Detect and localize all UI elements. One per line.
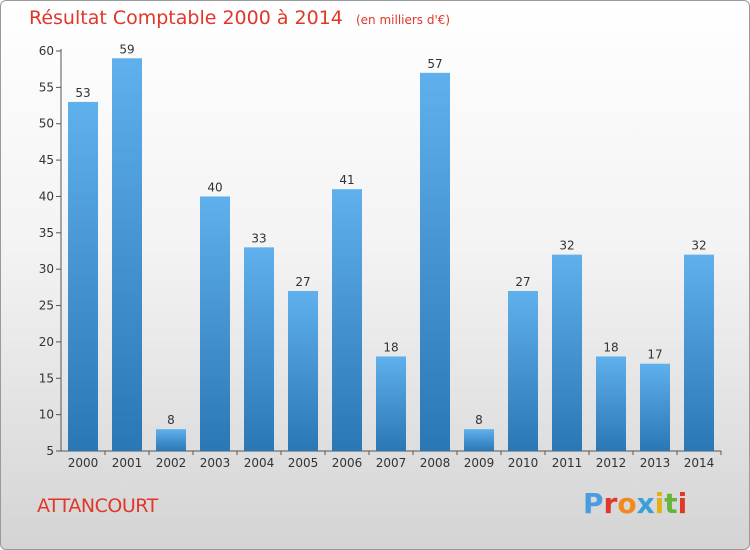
bar (244, 247, 274, 451)
logo-letter: P (583, 487, 604, 520)
x-tick-label: 2000 (68, 456, 99, 470)
x-tick-label: 2004 (244, 456, 275, 470)
bar (464, 429, 494, 451)
chart-title: Résultat Comptable 2000 à 2014 (en milli… (29, 7, 450, 29)
bar (200, 196, 230, 451)
bar (376, 356, 406, 451)
bar (640, 363, 670, 451)
bar (288, 291, 318, 451)
x-tick-label: 2005 (288, 456, 319, 470)
title-unit: (en milliers d'€) (355, 13, 451, 27)
bar (156, 429, 186, 451)
logo-letter: r (603, 487, 618, 520)
y-tick-label: 60 (39, 44, 54, 58)
y-tick-label: 15 (39, 371, 54, 385)
bar (420, 72, 450, 452)
logo-letter: t (664, 487, 678, 520)
y-tick-label: 5 (46, 444, 54, 458)
x-tick-label: 2007 (376, 456, 407, 470)
logo-letter: i (654, 487, 665, 520)
bar-value-label: 32 (559, 239, 574, 253)
x-tick-label: 2010 (508, 456, 539, 470)
x-tick-label: 2003 (200, 456, 231, 470)
bar-value-label: 32 (691, 239, 706, 253)
x-tick-label: 2001 (112, 456, 143, 470)
x-tick-label: 2009 (464, 456, 495, 470)
bar-value-label: 41 (339, 173, 354, 187)
bar (684, 254, 714, 451)
x-tick-label: 2002 (156, 456, 187, 470)
y-tick-label: 10 (39, 408, 54, 422)
proxiti-logo: Proxiti (583, 487, 687, 520)
y-tick-label: 25 (39, 299, 54, 313)
x-tick-label: 2013 (640, 456, 671, 470)
bar (332, 189, 362, 451)
bar-value-label: 27 (515, 275, 530, 289)
bar (552, 254, 582, 451)
bar-value-label: 53 (75, 86, 90, 100)
bar-value-label: 8 (475, 413, 483, 427)
bar (68, 101, 98, 451)
y-tick-label: 35 (39, 226, 54, 240)
logo-letter: x (636, 487, 655, 520)
x-tick-label: 2006 (332, 456, 363, 470)
logo-letter: i (677, 487, 688, 520)
y-tick-label: 45 (39, 153, 54, 167)
bar-value-label: 57 (427, 57, 442, 71)
x-tick-label: 2014 (684, 456, 715, 470)
y-tick-label: 20 (39, 335, 54, 349)
x-tick-label: 2011 (552, 456, 583, 470)
y-tick-label: 30 (39, 262, 54, 276)
y-tick-label: 55 (39, 80, 54, 94)
bar-value-label: 18 (383, 340, 398, 354)
commune-name: ATTANCOURT (37, 495, 158, 517)
bar-value-label: 33 (251, 231, 266, 245)
x-tick-label: 2008 (420, 456, 451, 470)
x-tick-label: 2012 (596, 456, 627, 470)
bar-value-label: 40 (207, 180, 222, 194)
logo-letter: o (617, 487, 637, 520)
bar-value-label: 27 (295, 275, 310, 289)
y-tick-label: 40 (39, 189, 54, 203)
bar-value-label: 17 (647, 348, 662, 362)
bar-value-label: 59 (119, 42, 134, 56)
bar (508, 291, 538, 451)
title-main: Résultat Comptable 2000 à 2014 (29, 7, 343, 29)
bar-value-label: 8 (167, 413, 175, 427)
bar (596, 356, 626, 451)
bar (112, 58, 142, 451)
y-tick-label: 50 (39, 117, 54, 131)
bar-value-label: 18 (603, 340, 618, 354)
